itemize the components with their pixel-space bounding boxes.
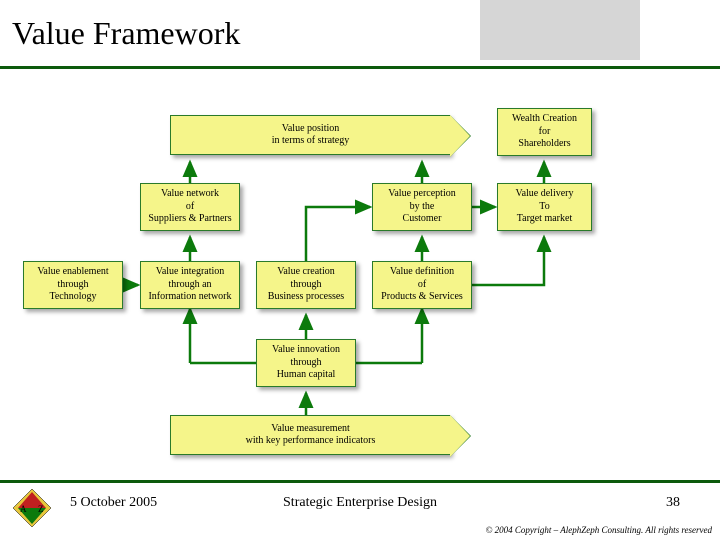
node-n_define: Value definitionofProducts & Services <box>372 261 472 309</box>
node-n_innov: Value innovationthroughHuman capital <box>256 339 356 387</box>
diagram-area: Value positionin terms of strategy Value … <box>0 70 720 460</box>
header-rule <box>0 66 720 69</box>
footer-center: Strategic Enterprise Design <box>0 495 720 511</box>
node-n_delivery: Value deliveryToTarget market <box>497 183 592 231</box>
node-n_wealth: Wealth CreationforShareholders <box>497 108 592 156</box>
footer-page: 38 <box>666 495 680 511</box>
page-title: Value Framework <box>12 15 240 52</box>
banner-b1: Value positionin terms of strategy <box>170 115 450 155</box>
node-n_percept: Value perceptionby theCustomer <box>372 183 472 231</box>
footer-rule <box>0 480 720 483</box>
footer: A Z 5 October 2005 Strategic Enterprise … <box>0 480 720 540</box>
banner-b2: Value measurementwith key performance in… <box>170 415 450 455</box>
gray-block <box>480 0 640 60</box>
copyright: © 2004 Copyright – AlephZeph Consulting.… <box>486 525 712 535</box>
node-n_network: Value networkofSuppliers & Partners <box>140 183 240 231</box>
node-n_enable: Value enablementthroughTechnology <box>23 261 123 309</box>
header: Value Framework <box>0 0 720 70</box>
node-n_integr: Value integrationthrough anInformation n… <box>140 261 240 309</box>
node-n_create: Value creationthroughBusiness processes <box>256 261 356 309</box>
